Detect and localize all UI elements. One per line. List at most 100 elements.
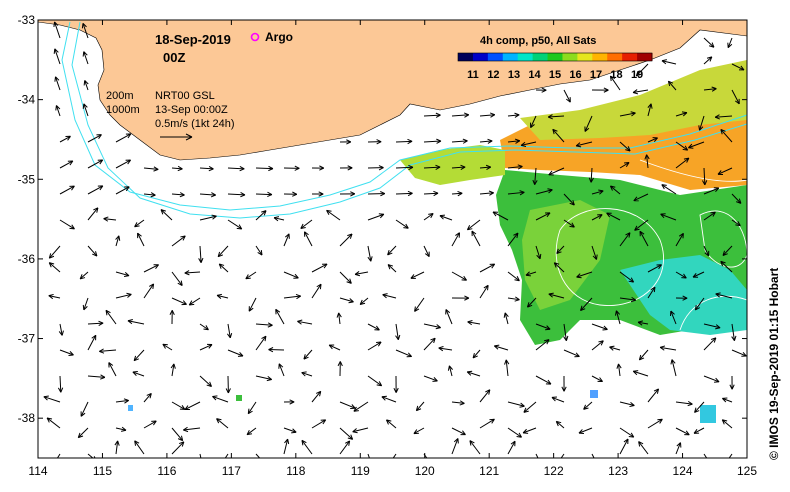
current-arrowhead	[292, 191, 298, 195]
current-arrowhead	[676, 442, 681, 447]
current-arrowhead	[352, 428, 357, 433]
current-arrow	[56, 453, 61, 458]
current-arrowhead	[435, 112, 441, 116]
current-arrowhead	[124, 271, 130, 277]
current-arrowhead	[637, 320, 643, 323]
current-arrow	[171, 235, 186, 247]
current-arrowhead	[510, 440, 516, 445]
y-tick-label: -36	[18, 252, 36, 266]
y-tick-label: -38	[18, 411, 36, 425]
current-arrowhead	[46, 417, 50, 423]
current-arrow	[115, 399, 129, 403]
current-arrow	[451, 438, 459, 455]
current-arrowhead	[658, 264, 662, 270]
current-arrow	[731, 349, 747, 357]
current-arrowhead	[58, 331, 63, 336]
current-arrowhead	[436, 324, 441, 328]
current-arrow	[635, 63, 649, 77]
current-arrowhead	[552, 128, 558, 132]
current-arrow	[715, 115, 733, 118]
current-arrow	[217, 245, 229, 258]
current-arrow	[301, 440, 313, 455]
current-arrow	[311, 391, 322, 403]
current-arrowhead	[489, 192, 494, 196]
current-arrow	[591, 190, 604, 195]
current-arrowhead	[727, 43, 733, 49]
current-arrowhead	[445, 309, 451, 314]
current-arrow	[507, 191, 525, 195]
current-arrowhead	[610, 75, 616, 79]
colorbar-segment	[517, 53, 534, 61]
current-arrow	[451, 140, 468, 143]
current-arrowhead	[713, 337, 717, 343]
current-arrowhead	[267, 324, 273, 328]
current-arrowhead	[629, 405, 635, 408]
current-arrowhead	[516, 436, 522, 438]
current-arrowhead	[438, 346, 444, 349]
current-arrowhead	[548, 189, 553, 194]
current-arrow	[59, 349, 74, 356]
current-arrowhead	[600, 340, 604, 346]
colorbar-segment	[607, 53, 623, 61]
current-arrow	[423, 140, 441, 143]
current-arrowhead	[472, 352, 475, 359]
current-arrowhead	[656, 388, 660, 394]
current-arrowhead	[103, 218, 109, 222]
current-arrowhead	[183, 426, 188, 431]
current-arrowhead	[428, 213, 434, 215]
current-arrowhead	[638, 441, 644, 445]
current-arrowhead	[521, 144, 527, 147]
current-arrowhead	[380, 191, 386, 195]
current-arrowhead	[150, 192, 156, 196]
current-arrow	[675, 427, 690, 436]
current-arrowhead	[469, 440, 475, 444]
current-arrow	[671, 359, 677, 377]
current-arrowhead	[464, 295, 470, 299]
current-arrowhead	[240, 194, 246, 198]
current-arrowhead	[121, 426, 127, 431]
current-arrow	[171, 401, 186, 410]
current-arrow	[632, 89, 649, 93]
current-arrowhead	[352, 431, 358, 434]
current-arrowhead	[381, 396, 386, 401]
current-arrowhead	[547, 188, 553, 191]
x-tick-label: 120	[415, 464, 435, 478]
current-arrowhead	[460, 164, 466, 168]
current-arrowhead	[515, 140, 521, 144]
current-arrowhead	[660, 345, 666, 348]
sst-cyan-speck-2	[590, 390, 598, 398]
current-arrow	[87, 375, 105, 378]
current-arrowhead	[632, 91, 639, 95]
current-arrowhead	[695, 307, 701, 311]
current-arrowhead	[216, 293, 223, 296]
argo-symbol-icon	[250, 32, 260, 42]
current-arrowhead	[720, 129, 723, 135]
current-arrowhead	[487, 140, 493, 144]
current-arrowhead	[519, 190, 525, 193]
current-arrow	[535, 339, 550, 351]
current-arrowhead	[380, 193, 386, 197]
contour-1000m	[71, 21, 747, 219]
current-arrowhead	[49, 262, 55, 265]
current-arrowhead	[623, 438, 629, 443]
current-arrowhead	[653, 388, 659, 392]
current-arrowhead	[294, 165, 300, 169]
current-arrowhead	[742, 351, 747, 357]
current-arrow	[59, 323, 63, 336]
current-arrow	[507, 401, 525, 407]
current-arrowhead	[544, 339, 550, 342]
current-arrow	[59, 219, 75, 230]
current-arrow	[246, 427, 257, 436]
current-arrowhead	[430, 337, 436, 341]
x-tick-label: 117	[222, 464, 241, 478]
current-arrow	[218, 263, 229, 273]
current-arrowhead	[704, 180, 708, 186]
current-arrowhead	[447, 365, 450, 371]
current-arrow	[227, 193, 246, 196]
current-arrow	[414, 297, 425, 312]
current-arrowhead	[127, 293, 132, 298]
current-arrowhead	[618, 363, 622, 369]
current-arrowhead	[77, 432, 81, 438]
current-arrowhead	[184, 270, 190, 274]
